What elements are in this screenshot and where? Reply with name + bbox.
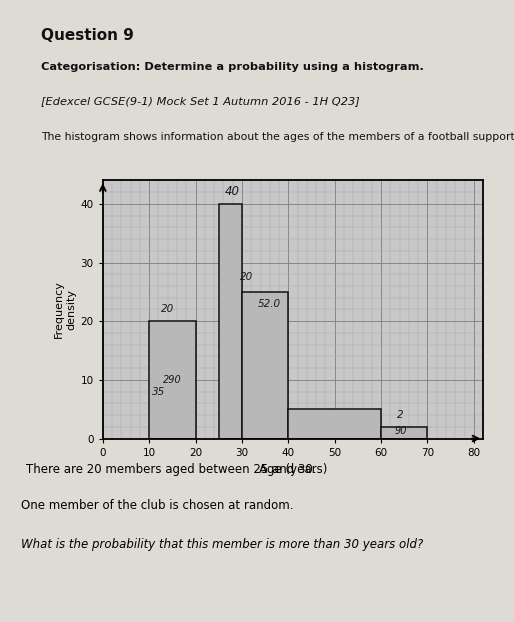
Bar xyxy=(242,292,288,439)
Bar xyxy=(219,204,242,439)
Y-axis label: Frequency
density: Frequency density xyxy=(54,281,77,338)
Text: There are 20 members aged between 25 and 30.: There are 20 members aged between 25 and… xyxy=(26,463,316,476)
Bar xyxy=(381,427,428,439)
Text: What is the probability that this member is more than 30 years old?: What is the probability that this member… xyxy=(21,538,423,551)
Text: 40: 40 xyxy=(224,185,240,198)
Text: 20: 20 xyxy=(161,304,174,314)
Text: 35: 35 xyxy=(152,386,165,396)
Bar xyxy=(149,321,195,439)
Text: The histogram shows information about the ages of the members of a football supp: The histogram shows information about th… xyxy=(41,132,514,142)
Text: 52.0: 52.0 xyxy=(258,299,281,309)
Text: 90: 90 xyxy=(395,426,408,436)
X-axis label: Age (years): Age (years) xyxy=(259,463,327,476)
Text: [Edexcel GCSE(9-1) Mock Set 1 Autumn 2016 - 1H Q23]: [Edexcel GCSE(9-1) Mock Set 1 Autumn 201… xyxy=(41,96,360,106)
Text: One member of the club is chosen at random.: One member of the club is chosen at rand… xyxy=(21,499,293,513)
Text: 20: 20 xyxy=(240,272,253,282)
Text: Categorisation: Determine a probability using a histogram.: Categorisation: Determine a probability … xyxy=(41,62,424,72)
Text: Question 9: Question 9 xyxy=(41,28,134,43)
Bar xyxy=(288,409,381,439)
Text: 2: 2 xyxy=(397,410,404,420)
Text: 290: 290 xyxy=(163,375,182,385)
